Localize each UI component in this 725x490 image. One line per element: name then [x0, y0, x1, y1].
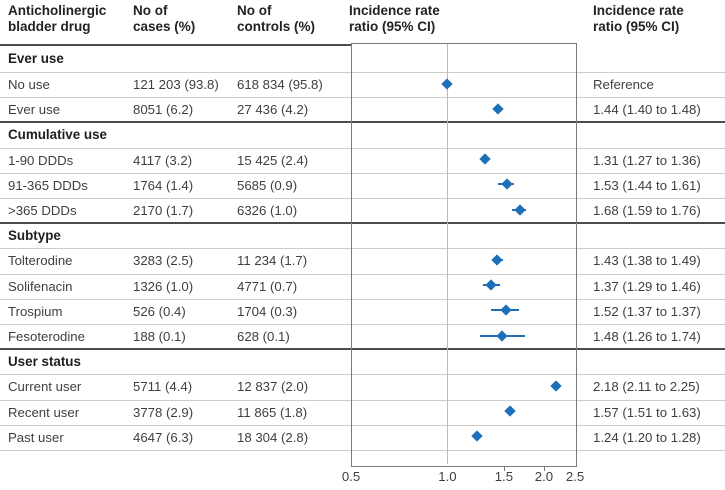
cases-value: 1326 (1.0)	[133, 278, 194, 294]
row-divider	[0, 248, 725, 250]
row-divider	[0, 172, 725, 174]
column-header-line: bladder drug	[8, 19, 91, 34]
section-label: User status	[8, 354, 81, 370]
column-header-line: cases (%)	[133, 19, 196, 34]
row-divider	[0, 198, 725, 199]
plot-frame	[351, 43, 577, 467]
irr-value: Reference	[593, 77, 654, 92]
row-label: Trospium	[8, 303, 63, 319]
row-label: Current user	[8, 379, 82, 395]
axis-tick-label: 2.5	[565, 469, 585, 484]
irr-value: 1.31 (1.27 to 1.36)	[593, 152, 701, 168]
column-header-line: ratio (95% CI)	[593, 19, 680, 34]
controls-value: 12 837 (2.0)	[237, 379, 309, 395]
section-divider	[0, 44, 351, 46]
axis-tick-label: 0.5	[341, 469, 361, 484]
controls-value: 6326 (1.0)	[237, 203, 298, 218]
cases-value: 4117 (3.2)	[133, 152, 193, 168]
controls-value: 618 834 (95.8)	[237, 77, 323, 92]
row-label: Tolterodine	[8, 253, 73, 269]
cases-value: 5711 (4.4)	[133, 379, 193, 395]
controls-value: 5685 (0.9)	[237, 177, 298, 193]
irr-value: 1.68 (1.59 to 1.76)	[593, 203, 701, 218]
row-label: Fesoterodine	[8, 329, 85, 344]
controls-value: 1704 (0.3)	[237, 303, 298, 319]
irr-value: 1.52 (1.37 to 1.37)	[593, 303, 701, 319]
axis-tick-mark	[543, 466, 545, 471]
controls-value: 18 304 (2.8)	[237, 429, 309, 445]
axis-tick-label: 1.0	[438, 469, 457, 484]
controls-value: 4771 (0.7)	[237, 278, 298, 294]
irr-value: 1.44 (1.40 to 1.48)	[593, 102, 701, 118]
irr-value: 1.48 (1.26 to 1.74)	[593, 329, 701, 344]
row-label: >365 DDDs	[8, 203, 77, 218]
controls-value: 27 436 (4.2)	[237, 102, 309, 118]
row-divider	[0, 72, 725, 73]
row-label: Solifenacin	[8, 278, 73, 294]
section-label: Ever use	[8, 51, 64, 66]
cases-value: 1764 (1.4)	[133, 177, 194, 193]
irr-value: 2.18 (2.11 to 2.25)	[593, 379, 700, 395]
section-label: Cumulative use	[8, 127, 107, 143]
row-label: 91-365 DDDs	[8, 177, 88, 193]
row-divider	[0, 399, 725, 401]
row-label: Ever use	[8, 102, 61, 118]
cases-value: 8051 (6.2)	[133, 102, 194, 118]
section-divider	[0, 222, 725, 225]
cases-value: 526 (0.4)	[133, 303, 186, 319]
row-divider	[0, 97, 725, 99]
column-header-drug: Anticholinergic bladder drug	[8, 3, 133, 35]
row-divider	[0, 273, 725, 275]
row-divider	[0, 324, 725, 325]
row-divider	[0, 147, 725, 149]
section-divider	[0, 348, 725, 351]
row-label: No use	[8, 77, 50, 92]
row-label: Recent user	[8, 404, 80, 420]
column-header-text-irr: Incidence rate ratio (95% CI)	[593, 3, 684, 35]
row-divider	[0, 374, 725, 376]
section-label: Subtype	[8, 228, 61, 244]
axis-tick-label: 2.0	[534, 469, 554, 484]
column-header-line: Anticholinergic	[8, 3, 107, 18]
row-label: Past user	[8, 429, 64, 445]
irr-value: 1.53 (1.44 to 1.61)	[593, 177, 701, 193]
column-header-cases: No of cases (%)	[133, 3, 195, 35]
controls-value: 628 (0.1)	[237, 329, 290, 344]
controls-value: 15 425 (2.4)	[237, 152, 309, 168]
column-header-line: Incidence rate	[593, 3, 684, 18]
cases-value: 2170 (1.7)	[133, 203, 194, 218]
controls-value: 11 234 (1.7)	[237, 253, 308, 269]
irr-value: 1.37 (1.29 to 1.46)	[593, 278, 701, 294]
column-header-line: ratio (95% CI)	[349, 19, 436, 34]
row-divider	[0, 424, 725, 426]
cases-value: 188 (0.1)	[133, 329, 186, 344]
cases-value: 3283 (2.5)	[133, 253, 194, 269]
column-header-line: No of	[133, 3, 168, 18]
column-header-line: controls (%)	[237, 19, 316, 34]
cases-value: 4647 (6.3)	[133, 429, 194, 445]
reference-line	[446, 44, 448, 464]
axis-tick-label: 1.5	[494, 469, 514, 484]
column-header-plot-irr: Incidence rate ratio (95% CI)	[349, 3, 440, 35]
cases-value: 3778 (2.9)	[133, 404, 194, 420]
controls-value: 11 865 (1.8)	[237, 404, 308, 420]
cases-value: 121 203 (93.8)	[133, 77, 219, 92]
row-divider	[0, 298, 725, 300]
column-header-controls: No of controls (%)	[237, 3, 315, 35]
irr-value: 1.43 (1.38 to 1.49)	[593, 253, 701, 269]
axis-tick-mark	[503, 466, 505, 471]
irr-value: 1.57 (1.51 to 1.63)	[593, 404, 701, 420]
row-label: 1-90 DDDs	[8, 152, 74, 168]
table-bottom-divider	[0, 450, 725, 451]
irr-value: 1.24 (1.20 to 1.28)	[593, 429, 701, 445]
column-header-line: Incidence rate	[349, 3, 440, 18]
column-header-line: No of	[237, 3, 272, 18]
section-divider	[0, 121, 725, 124]
